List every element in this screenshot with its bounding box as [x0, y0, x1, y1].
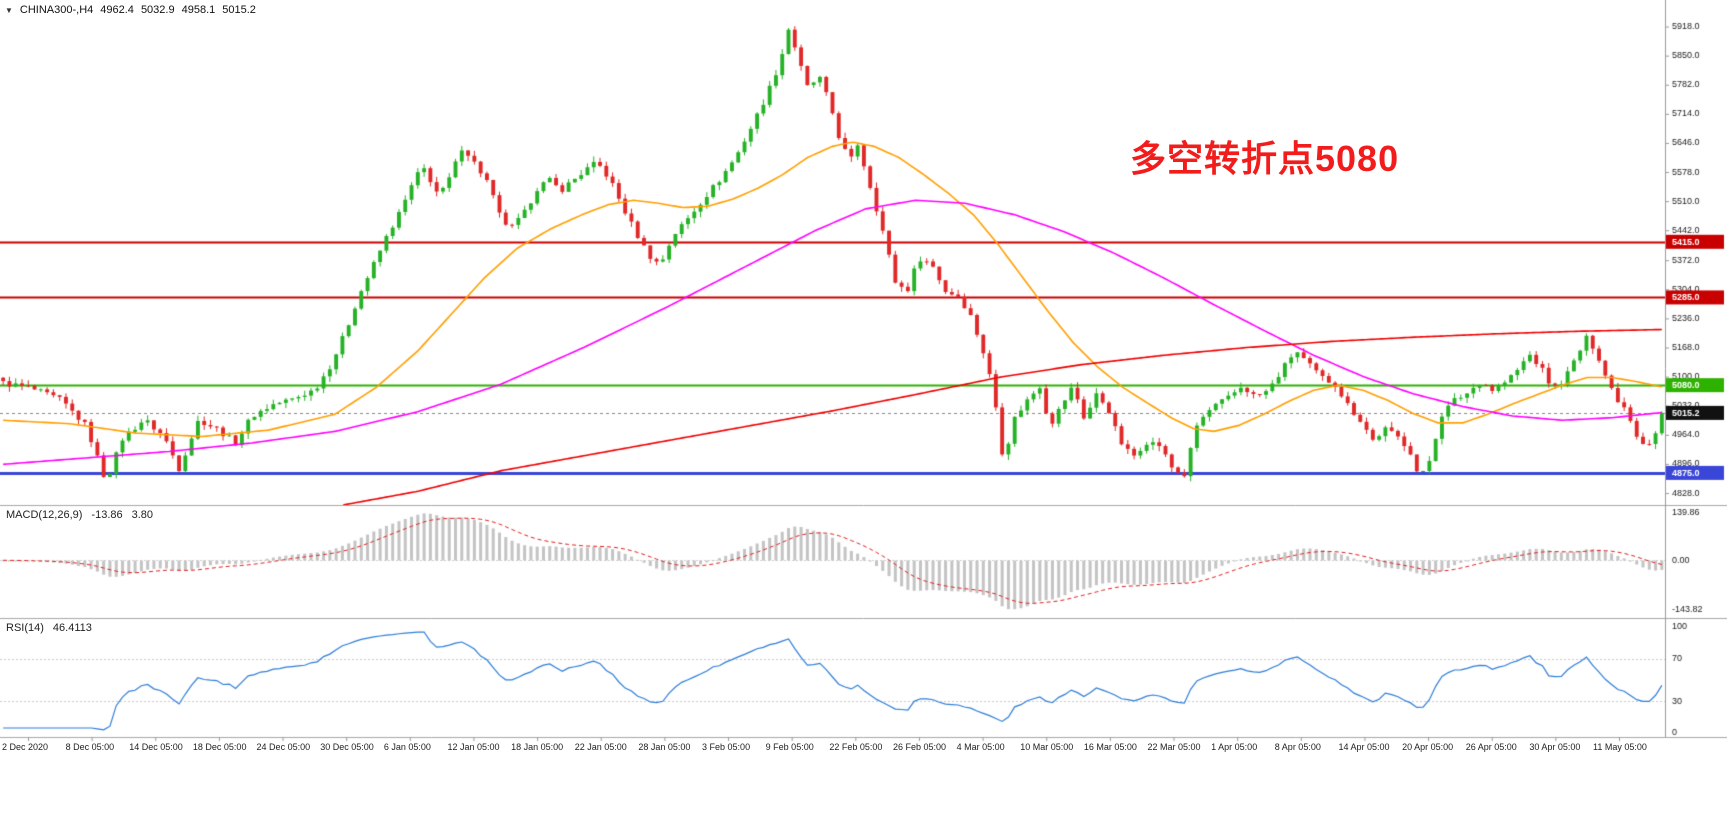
rsi-label-row: RSI(14) 46.4113: [6, 622, 92, 634]
time-label: 26 Feb 05:00: [892, 742, 946, 752]
time-label: 14 Dec 05:00: [129, 742, 183, 752]
chart-annotation-text: 多空转折点5080: [1130, 138, 1400, 179]
macd-label-row: MACD(12,26,9) -13.86 3.80: [6, 509, 153, 521]
time-axis[interactable]: 2 Dec 2020 8 Dec 05:00 14 Dec 05:00 18 Dec …: [0, 741, 1665, 761]
time-label: 22 Feb 05:00: [829, 742, 883, 752]
time-label: 8 Apr 05:00: [1274, 742, 1321, 752]
macd-signal-value: 3.80: [131, 509, 154, 521]
time-label: 16 Mar 05:00: [1083, 742, 1137, 752]
macd-indicator-name: MACD(12,26,9): [6, 509, 83, 521]
time-label: 12 Jan 05:00: [447, 742, 500, 752]
time-label: 20 Apr 05:00: [1402, 742, 1454, 752]
rsi-indicator-name: RSI(14): [6, 622, 44, 634]
macd-panel[interactable]: [0, 506, 1665, 618]
rsi-panel[interactable]: [0, 619, 1665, 737]
time-label: 24 Dec 05:00: [256, 742, 311, 752]
time-label: 11 May 05:00: [1593, 742, 1647, 752]
time-label: 3 Feb 05:00: [702, 742, 751, 752]
symbol-timeframe-label: CHINA300-,H4: [19, 4, 94, 16]
ohlc-high-value: 5032.9: [140, 4, 175, 16]
time-label: 30 Dec 05:00: [320, 742, 374, 752]
ohlc-close-value: 5015.2: [222, 4, 256, 16]
rsi-value: 46.4113: [52, 622, 92, 634]
time-label: 22 Jan 05:00: [574, 742, 627, 752]
time-label: 8 Dec 05:00: [65, 742, 115, 752]
time-label: 22 Mar 05:00: [1147, 742, 1201, 752]
ohlc-low-value: 4958.1: [181, 4, 216, 16]
time-label: 10 Mar 05:00: [1020, 742, 1074, 752]
time-label: 30 Apr 05:00: [1529, 742, 1581, 752]
time-label: 1 Apr 05:00: [1211, 742, 1258, 752]
time-label: 18 Jan 05:00: [511, 742, 564, 752]
collapse-triangle-icon[interactable]: ▼: [5, 5, 13, 15]
time-label: 26 Apr 05:00: [1465, 742, 1517, 752]
time-label: 2 Dec 2020: [2, 742, 49, 752]
time-label: 28 Jan 05:00: [638, 742, 691, 752]
time-label: 9 Feb 05:00: [765, 742, 814, 752]
price-axis[interactable]: [1665, 0, 1727, 737]
macd-histogram-value: -13.86: [91, 509, 123, 521]
time-label: 14 Apr 05:00: [1338, 742, 1390, 752]
time-label: 6 Jan 05:00: [383, 742, 431, 752]
ohlc-open-value: 4962.4: [100, 4, 134, 16]
time-label: 4 Mar 05:00: [956, 742, 1005, 752]
time-label: 18 Dec 05:00: [192, 742, 247, 752]
chart-header: ▼ CHINA300-,H4 4962.4 5032.9 4958.1 5015…: [5, 4, 256, 16]
